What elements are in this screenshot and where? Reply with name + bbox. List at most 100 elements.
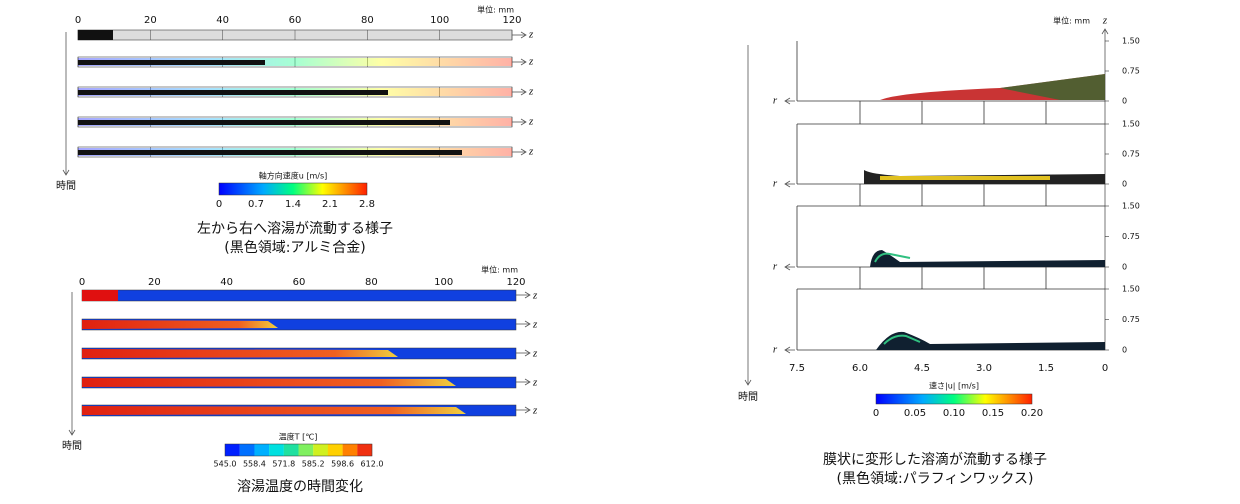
time-label: 時間 [62,440,82,452]
colorbar-step [298,444,314,456]
x-tick-label: 6.0 [852,363,868,374]
tick-label: 80 [365,277,378,288]
colorbar-tick: 0.10 [943,408,965,419]
colorbar-tick: 0 [216,199,222,210]
tick-label: 100 [434,277,453,288]
colorbar-tick: 0 [873,408,879,419]
colorbar-tick: 0.05 [904,408,926,419]
caption: (黒色領域:アルミ合金) [224,239,366,256]
arrow-head [68,429,76,436]
metal-region [78,150,462,155]
flow-field [78,58,512,66]
y-tick-label: 1.50 [1122,285,1140,294]
tick-label: 80 [361,15,374,26]
colorbar-step [225,444,240,456]
colorbar [875,393,1033,405]
tick-label: 100 [430,15,449,26]
colorbar-tick: 2.8 [359,199,375,210]
tick-label: 120 [502,15,521,26]
y-tick-label: 0.75 [1122,315,1140,324]
metal-region [78,60,265,65]
droplet-edge [1000,74,1105,100]
arrow-head [62,169,70,176]
tick-label: 60 [293,277,306,288]
axis-label: z [528,86,534,98]
colorbar-step [239,444,255,456]
caption: 左から右へ溶湯が流動する様子 [197,220,393,237]
tick-label: 20 [144,15,157,26]
droplet [876,331,1105,350]
axis-label: z [528,29,534,41]
colorbar-tick: 558.4 [243,460,266,469]
colorbar-step [357,444,373,456]
droplet-core [880,176,1050,180]
axis-label: z [528,56,534,68]
tick-label: 0 [79,277,85,288]
y-tick-label: 0 [1122,263,1127,272]
hot-region [82,349,398,358]
time-label: 時間 [56,180,76,192]
strip [81,289,517,302]
colorbar-step [283,444,299,456]
colorbar-tick: 571.8 [272,460,295,469]
caption: (黒色領域:パラフィンワックス) [837,470,1034,487]
arrow-head [524,349,531,357]
y-tick-label: 0 [1122,97,1127,106]
hot-region [82,406,466,415]
time-label: 時間 [738,391,758,403]
droplet [870,250,1105,267]
colorbar [218,182,368,196]
metal-region [78,30,113,40]
colorbar-tick: 0.7 [248,199,264,210]
x-tick-label: 1.5 [1038,363,1054,374]
arrow-head [524,378,531,386]
arrow-head [524,406,531,414]
unit-label: 単位: mm [481,265,518,275]
colorbar-tick: 0.20 [1021,408,1043,419]
colorbar-frame [224,443,373,457]
y-tick-label: 0.75 [1122,232,1140,241]
hot-region [82,378,456,387]
colorbar-tick: 612.0 [361,460,384,469]
metal-region [78,120,450,125]
arrow-head [744,379,752,386]
colorbar-title: 速さ|u| [m/s] [929,382,979,391]
tick-label: 40 [216,15,229,26]
r-label: r [773,95,778,107]
colorbar-step [269,444,284,456]
arrow-head [784,97,791,105]
y-tick-label: 0.75 [1122,67,1140,76]
x-tick-label: 4.5 [914,363,930,374]
arrow-head [520,118,527,126]
axis-label: z [532,377,538,389]
unit-label: 単位: mm [477,5,514,15]
arrow-head [784,346,791,354]
colorbar-tick: 1.4 [285,199,301,210]
colorbar-tick: 545.0 [214,460,237,469]
colorbar-tick: 2.1 [322,199,338,210]
arrow-head [784,180,791,188]
droplet-panel: 単位: mm z1.500.750r1.500.750r1.500.750r1.5… [738,15,1140,487]
axis-label: z [532,290,538,302]
metal-region [78,90,388,95]
unit-label: 単位: mm [1053,16,1090,26]
x-tick-label: 3.0 [976,363,992,374]
velocity-panel: 単位: mm 0 20 40 60 80 100 120 z z z z z 時間 軸方向速度u [m/s]… [56,5,534,257]
colorbar-step [313,444,328,456]
arrow-head [520,31,527,39]
arrow-head [520,88,527,96]
tick-label: 20 [148,277,161,288]
arrow-head [524,291,531,299]
r-label: r [773,344,778,356]
colorbar-tick: 585.2 [302,460,325,469]
colorbar-title: 軸方向速度u [m/s] [259,171,328,181]
y-tick-label: 0.75 [1122,150,1140,159]
y-tick-label: 1.50 [1122,202,1140,211]
tick-label: 60 [289,15,302,26]
colorbar-step [342,444,358,456]
arrow-head [520,148,527,156]
colorbar-tick: 0.15 [982,408,1004,419]
colorbar-step [327,444,343,456]
hot-region [82,320,278,329]
